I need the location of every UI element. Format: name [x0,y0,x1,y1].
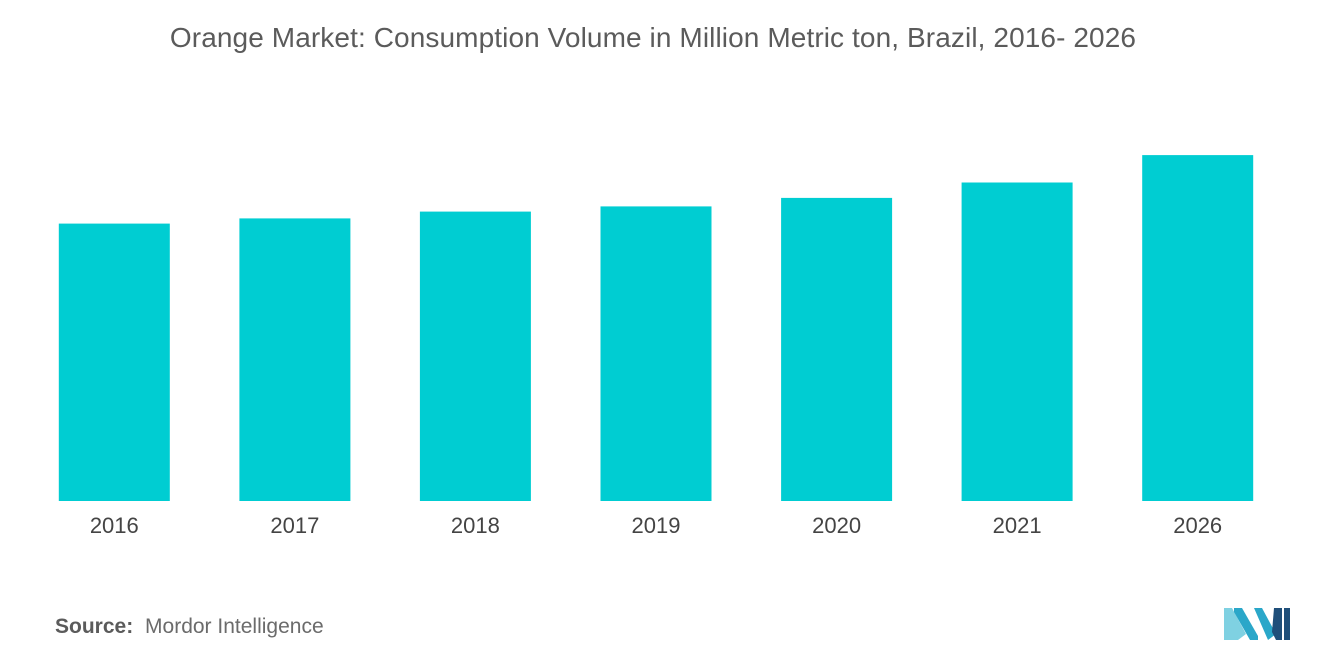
bar-2016 [58,223,170,501]
source-note: Source: Mordor Intelligence [55,615,324,639]
bar-2020 [781,197,893,501]
source-label: Source: [55,615,134,638]
x-tick-label-2017: 2017 [270,513,319,538]
logo-shape-right-a [1254,608,1276,640]
bar-2021 [961,182,1073,501]
x-tick-label-2026: 2026 [1173,513,1222,538]
x-axis-ticks: 2016 2017 2018 2019 2020 2021 2026 [90,513,1222,538]
bar-2026 [1142,155,1254,501]
x-tick-label-2016: 2016 [90,513,139,538]
bars-group [58,155,1254,501]
logo-shape-edge [1284,608,1290,640]
source-text: Mordor Intelligence [145,615,324,638]
x-tick-label-2018: 2018 [451,513,500,538]
logo-shape-left [1224,608,1246,640]
chart-title: Orange Market: Consumption Volume in Mil… [169,22,1137,53]
logo-shape-right-b [1272,608,1282,640]
logo-shape-middle [1234,608,1258,640]
bar-2018 [419,211,531,501]
bar-2019 [600,206,712,501]
x-tick-label-2020: 2020 [812,513,861,538]
bar-2017 [239,218,351,501]
x-tick-label-2021: 2021 [993,513,1042,538]
mordor-intelligence-logo-icon [1224,608,1290,640]
x-tick-label-2019: 2019 [632,513,681,538]
